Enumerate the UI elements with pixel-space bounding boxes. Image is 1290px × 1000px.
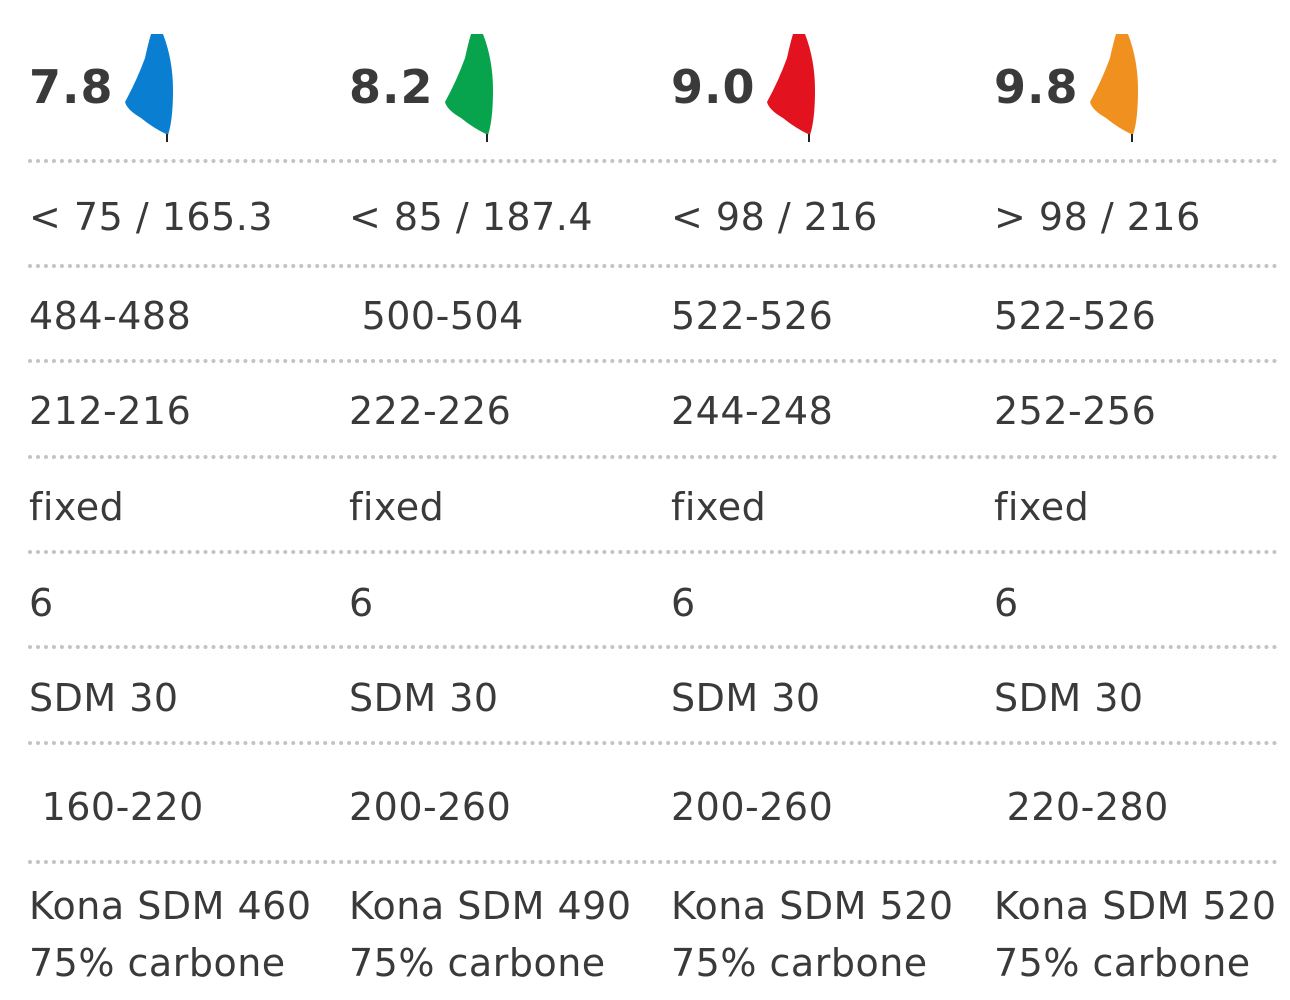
row-divider — [28, 645, 1278, 649]
mast-model: Kona SDM 460 — [29, 884, 312, 928]
mast-model: Kona SDM 490 — [349, 884, 632, 928]
weight-length: > 98 / 216 — [994, 195, 1201, 239]
sail-size: 8.2 — [349, 60, 434, 114]
sail-icon — [767, 34, 815, 142]
boom-type: fixed — [994, 485, 1090, 529]
row-divider — [28, 455, 1278, 459]
mast-length: 522-526 — [994, 294, 1157, 338]
boom-range: 220-280 — [994, 785, 1169, 829]
luff: 252-256 — [994, 389, 1157, 433]
boom-range: 200-260 — [671, 785, 834, 829]
row-divider — [28, 159, 1278, 163]
mast-type: SDM 30 — [349, 676, 499, 720]
row-divider — [28, 741, 1278, 745]
sail-size: 7.8 — [29, 60, 114, 114]
weight-length: < 85 / 187.4 — [349, 195, 594, 239]
boom-type: fixed — [671, 485, 767, 529]
weight-length: < 98 / 216 — [671, 195, 878, 239]
mast-type: SDM 30 — [29, 676, 179, 720]
boom-range: 200-260 — [349, 785, 512, 829]
battens: 6 — [29, 581, 54, 625]
row-divider — [28, 550, 1278, 554]
row-divider — [28, 860, 1278, 864]
sail-size: 9.8 — [994, 60, 1079, 114]
mast-carbon: 75% carbone — [29, 941, 286, 985]
boom-type: fixed — [349, 485, 445, 529]
mast-model: Kona SDM 520 — [994, 884, 1277, 928]
weight-length: < 75 / 165.3 — [29, 195, 274, 239]
mast-type: SDM 30 — [671, 676, 821, 720]
battens: 6 — [671, 581, 696, 625]
battens: 6 — [994, 581, 1019, 625]
mast-length: 484-488 — [29, 294, 192, 338]
row-divider — [28, 359, 1278, 363]
mast-carbon: 75% carbone — [671, 941, 928, 985]
mast-carbon: 75% carbone — [349, 941, 606, 985]
sail-icon — [445, 34, 493, 142]
sail-icon — [1090, 34, 1138, 142]
luff: 244-248 — [671, 389, 834, 433]
boom-range: 160-220 — [29, 785, 204, 829]
luff: 212-216 — [29, 389, 192, 433]
mast-model: Kona SDM 520 — [671, 884, 954, 928]
mast-length: 500-504 — [349, 294, 524, 338]
battens: 6 — [349, 581, 374, 625]
luff: 222-226 — [349, 389, 512, 433]
mast-length: 522-526 — [671, 294, 834, 338]
sail-icon — [125, 34, 173, 142]
row-divider — [28, 264, 1278, 268]
boom-type: fixed — [29, 485, 125, 529]
mast-type: SDM 30 — [994, 676, 1144, 720]
mast-carbon: 75% carbone — [994, 941, 1251, 985]
sail-size: 9.0 — [671, 60, 756, 114]
